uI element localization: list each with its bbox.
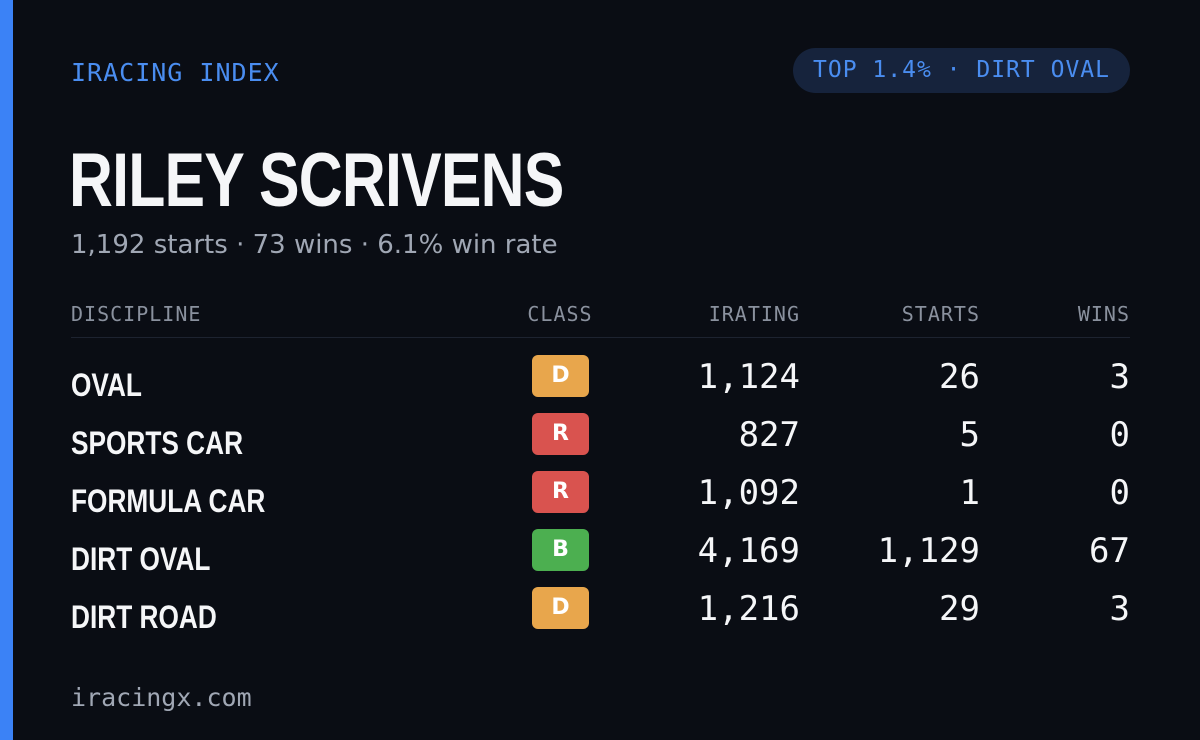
table-row: DIRT ROAD D 1,216 29 3 bbox=[0, 587, 1200, 645]
driver-name: RILEY SCRIVENS bbox=[69, 138, 564, 223]
starts-value: 1 bbox=[959, 473, 980, 513]
header-starts: STARTS bbox=[901, 302, 980, 326]
irating-value: 1,092 bbox=[697, 473, 800, 513]
license-class-badge: R bbox=[532, 471, 589, 513]
irating-value: 1,124 bbox=[697, 357, 800, 397]
starts-value: 29 bbox=[939, 589, 980, 629]
irating-value: 827 bbox=[738, 415, 800, 455]
starts-value: 26 bbox=[939, 357, 980, 397]
discipline-name: DIRT ROAD bbox=[71, 599, 217, 635]
accent-bar bbox=[0, 0, 13, 740]
driver-summary: 1,192 starts · 73 wins · 6.1% win rate bbox=[71, 230, 558, 260]
license-class-badge: R bbox=[532, 413, 589, 455]
starts-value: 1,129 bbox=[877, 531, 980, 571]
license-class-badge: D bbox=[532, 587, 589, 629]
discipline-name: FORMULA CAR bbox=[71, 483, 266, 519]
table-row: DIRT OVAL B 4,169 1,129 67 bbox=[0, 529, 1200, 587]
wins-value: 3 bbox=[1109, 357, 1130, 397]
header-wins: WINS bbox=[1077, 302, 1130, 326]
site-url: iracingx.com bbox=[71, 683, 252, 712]
discipline-name: DIRT OVAL bbox=[71, 541, 211, 577]
rank-badge: TOP 1.4% · DIRT OVAL bbox=[793, 48, 1130, 93]
table-row: SPORTS CAR R 827 5 0 bbox=[0, 413, 1200, 471]
header-discipline: DISCIPLINE bbox=[71, 302, 202, 326]
brand-label: IRACING INDEX bbox=[71, 58, 280, 87]
header-divider bbox=[71, 337, 1130, 338]
discipline-name: OVAL bbox=[71, 367, 142, 403]
header-class: CLASS bbox=[527, 302, 593, 326]
table-row: FORMULA CAR R 1,092 1 0 bbox=[0, 471, 1200, 529]
header-irating: IRATING bbox=[708, 302, 800, 326]
wins-value: 3 bbox=[1109, 589, 1130, 629]
table-row: OVAL D 1,124 26 3 bbox=[0, 355, 1200, 413]
wins-value: 0 bbox=[1109, 473, 1130, 513]
license-class-badge: B bbox=[532, 529, 589, 571]
irating-value: 1,216 bbox=[697, 589, 800, 629]
irating-value: 4,169 bbox=[697, 531, 800, 571]
wins-value: 0 bbox=[1109, 415, 1130, 455]
discipline-name: SPORTS CAR bbox=[71, 425, 244, 461]
license-class-badge: D bbox=[532, 355, 589, 397]
starts-value: 5 bbox=[959, 415, 980, 455]
wins-value: 67 bbox=[1089, 531, 1130, 571]
